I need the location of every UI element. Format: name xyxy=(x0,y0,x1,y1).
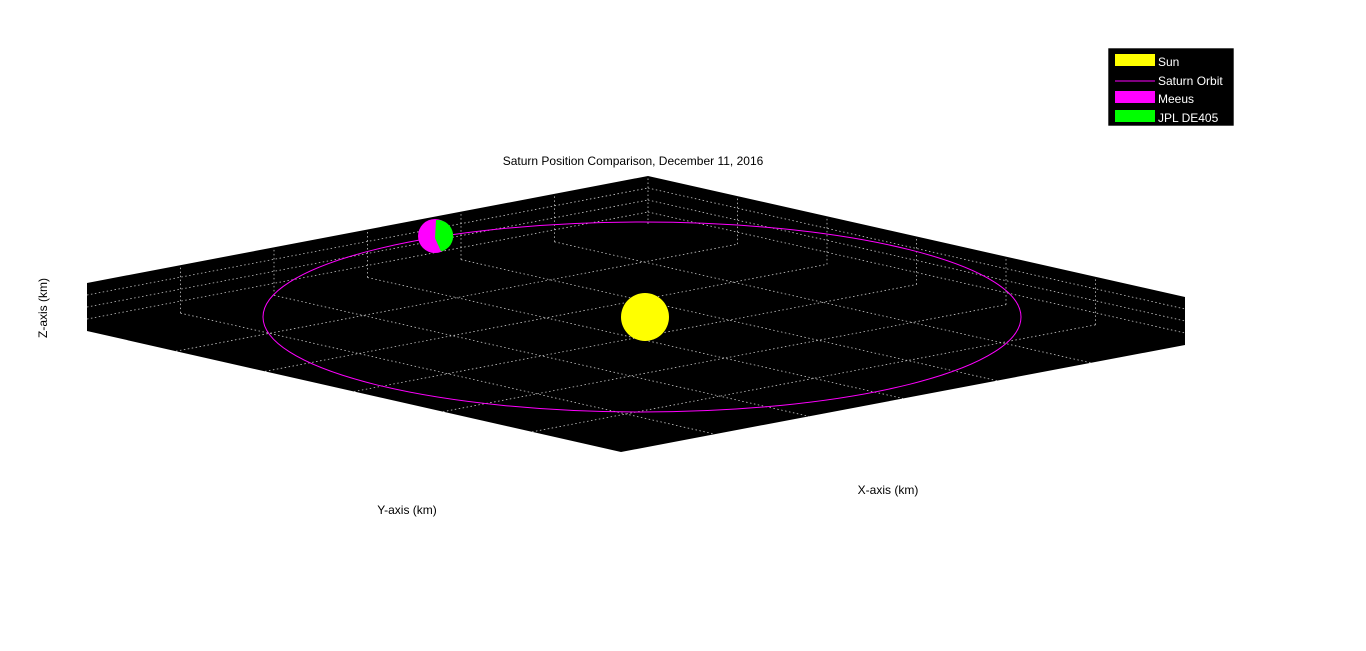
grid-lines xyxy=(86,176,1186,435)
y-axis-label: Y-axis (km) xyxy=(377,503,437,517)
chart-title: Saturn Position Comparison, December 11,… xyxy=(503,154,764,168)
saturn-orbit-line xyxy=(262,221,1022,413)
z-axis-label: Z-axis (km) xyxy=(36,278,50,338)
grid-line xyxy=(175,243,738,352)
legend-label-jpl-de405: JPL DE405 xyxy=(1158,111,1219,125)
jpl-de405-marker xyxy=(435,219,454,252)
legend-label-saturn-orbit: Saturn Orbit xyxy=(1158,74,1223,88)
body-layer xyxy=(418,219,669,341)
legend-label-sun: Sun xyxy=(1158,55,1179,69)
legend-swatch-meeus xyxy=(1115,91,1155,103)
legend: Sun Saturn Orbit Meeus JPL DE405 xyxy=(1107,47,1235,127)
orbit-layer xyxy=(262,221,1022,413)
x-axis-label: X-axis (km) xyxy=(858,483,919,497)
grid-line xyxy=(273,294,810,417)
grid-line xyxy=(264,263,828,372)
legend-label-meeus: Meeus xyxy=(1158,92,1194,106)
grid-line xyxy=(353,284,917,392)
legend-swatch-sun xyxy=(1115,54,1155,66)
legend-swatch-jpl-de405 xyxy=(1115,110,1155,122)
sun-marker xyxy=(621,293,669,341)
grid-line xyxy=(180,312,716,435)
